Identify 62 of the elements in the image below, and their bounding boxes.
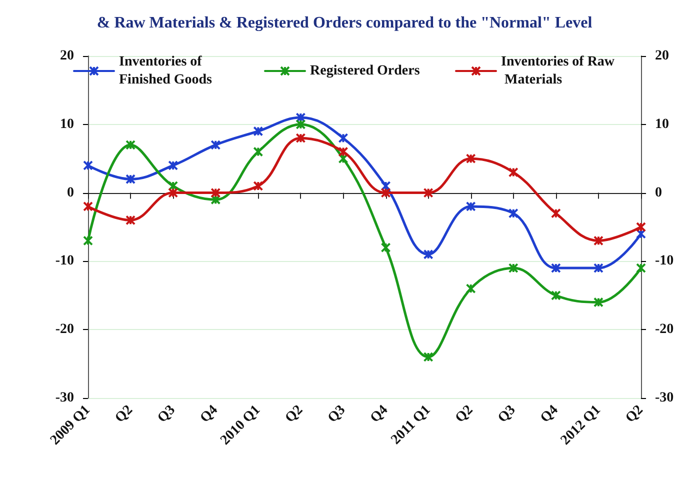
point [380, 180, 391, 191]
point [550, 263, 561, 274]
point [550, 208, 561, 218]
x-tick-label: Q2 [282, 402, 306, 426]
point [466, 201, 476, 212]
x-tick-label: Q4 [368, 402, 392, 426]
legend-label: Inventories of Finished Goods [119, 54, 213, 88]
point [168, 188, 178, 198]
x-tick-label: Q2 [452, 402, 476, 426]
point [338, 133, 348, 144]
y-tick-label: -20 [55, 322, 74, 338]
y2-tick-label: 0 [655, 185, 662, 200]
point [168, 180, 178, 191]
point [593, 263, 604, 274]
legend-label: Inventories of Raw Materials [501, 54, 616, 88]
point [466, 154, 476, 164]
point [508, 263, 518, 274]
point [168, 160, 178, 170]
point [210, 188, 221, 198]
x-tick-label: Q2 [623, 402, 646, 426]
point [296, 119, 306, 130]
point [593, 297, 604, 308]
x-tick-label: Q2 [112, 402, 136, 426]
y-tick-label: 10 [60, 116, 74, 132]
point [423, 352, 434, 362]
y2-tick-label: -20 [655, 322, 674, 338]
point [380, 242, 391, 253]
point [126, 140, 136, 150]
point [296, 112, 306, 123]
point [126, 215, 136, 226]
point [338, 146, 348, 157]
point [253, 126, 264, 136]
x-tick-label: Q3 [325, 402, 349, 426]
point [253, 180, 264, 191]
point [210, 194, 221, 205]
point [593, 236, 604, 246]
x-tick-label: Q3 [495, 402, 519, 426]
y2-tick-label: -30 [655, 390, 674, 406]
x-tick-label: Q3 [155, 402, 178, 426]
y2-tick-label: 20 [655, 48, 669, 64]
y-tick-label: -30 [55, 390, 74, 406]
point [423, 188, 434, 198]
chart-title: & Raw Materials & Registered Orders compared to the "Normal" Level [96, 14, 593, 32]
point [253, 146, 264, 157]
point [466, 284, 476, 294]
y2-tick-label: 10 [655, 116, 669, 132]
point [126, 174, 136, 184]
x-tick-label: Q4 [198, 402, 221, 426]
point [380, 188, 391, 198]
y-tick-label: 0 [67, 185, 74, 200]
point [338, 154, 348, 164]
y-tick-label: 20 [60, 48, 74, 64]
x-tick-label: Q4 [538, 402, 562, 426]
y-tick-label: -10 [55, 254, 74, 269]
point [508, 208, 518, 218]
point [210, 140, 221, 150]
point [550, 290, 561, 300]
point [508, 167, 518, 178]
legend-label: Registered Orders [310, 64, 420, 78]
y2-tick-label: -10 [655, 254, 674, 269]
point [296, 133, 306, 144]
point [423, 249, 434, 260]
